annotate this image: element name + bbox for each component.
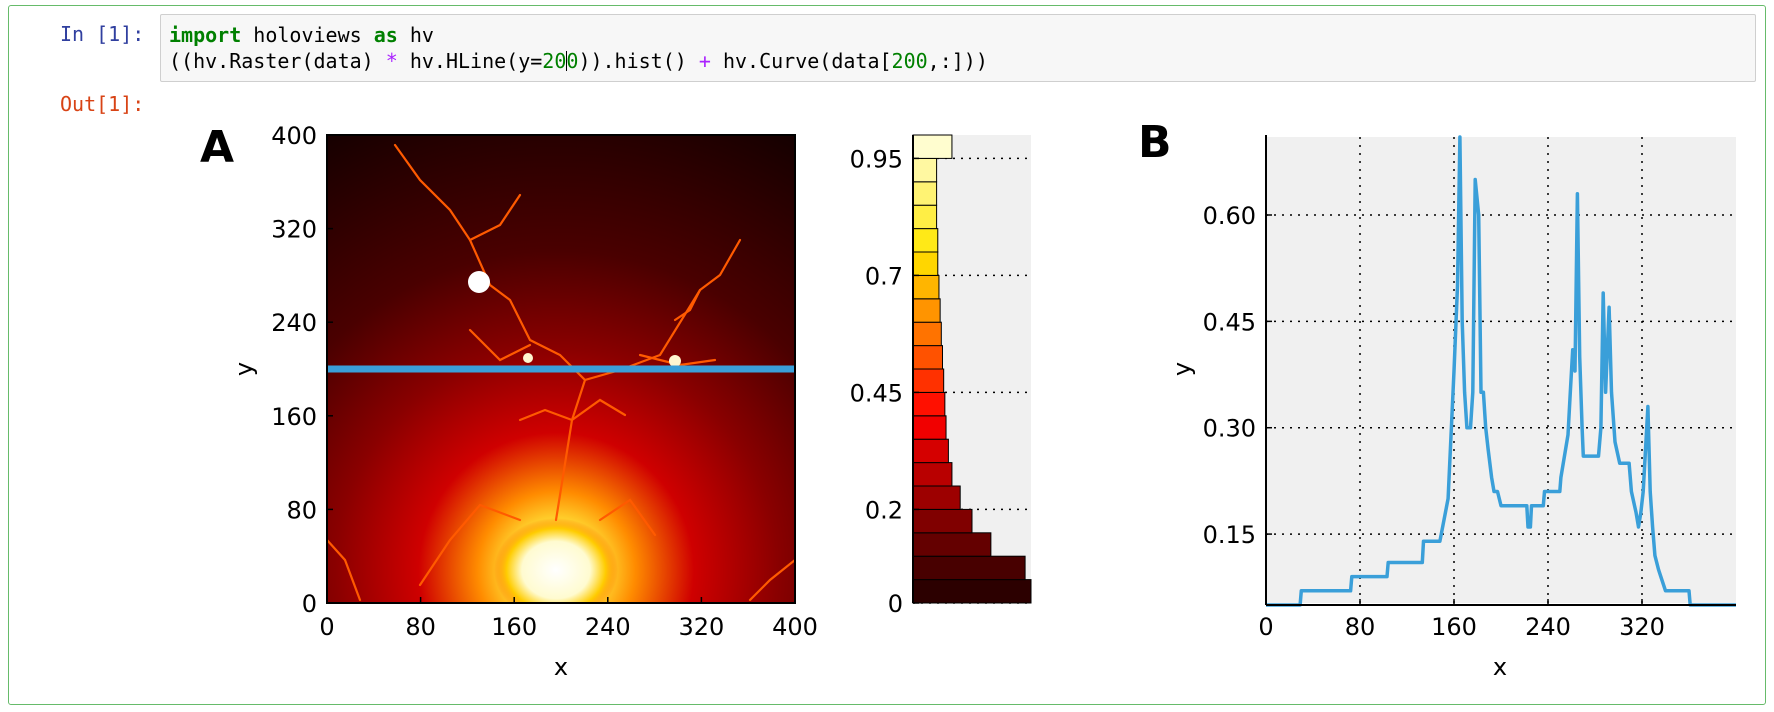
curve-x-tick-label: 0 [1258,613,1273,641]
hist-bar [912,485,961,510]
hist-tick-label: 0 [888,590,903,618]
hist-bar [912,298,941,323]
code-line-2: ((hv.Raster(data) * hv.HLine(y=200)).his… [169,49,988,73]
fractal-filaments [327,143,795,602]
hist-bar [912,438,949,464]
panel-label-b: B [1138,117,1172,168]
y-tick-label: 160 [271,403,317,431]
mini-bulb [669,355,681,367]
hist-bar [912,134,953,159]
x-tick-label: 400 [772,613,818,641]
x-tick-label: 320 [678,613,724,641]
hist-tick-label: 0.7 [865,262,903,290]
y-tick-label: 400 [271,122,317,150]
code-token: hv.Curve(data[ [710,49,892,73]
raster-axes: 0 80 160 240 320 400 0 80 160 240 320 400 [271,122,818,641]
hist-bar [912,391,946,417]
raster-bulb [494,518,618,603]
hist-bar [912,321,942,347]
hist-bar [912,415,947,440]
code-token: ,:])) [927,49,988,73]
hist-bar [912,345,943,370]
hist-tick-label: 0.2 [865,496,903,524]
code-token: hv.HLine(y= [397,49,543,73]
curve-xlabel: x [1493,653,1507,681]
curve-y-tick-label: 0.45 [1203,308,1256,336]
curve-ylabel: y [1168,362,1196,376]
hist-bar [912,181,938,206]
y-tick-label: 240 [271,309,317,337]
curve-axes: 0 80 160 240 320 0.15 0.30 0.45 0.60 [1203,202,1665,641]
histogram-bars [912,134,1032,604]
mini-bulb [523,353,533,363]
hist-bar [912,368,945,393]
raster-plot [327,135,795,603]
curve-x-tick-label: 320 [1619,613,1665,641]
hist-bar [912,555,1026,581]
curve-x-tick-label: 80 [1345,613,1376,641]
raster-ylabel: y [230,362,258,376]
code-number: 20 [542,49,567,73]
histogram-axes: 0 0.2 0.45 0.7 0.95 [850,145,919,618]
raster-xlabel: x [554,653,568,681]
hist-bar [912,274,940,300]
code-module: holoviews [241,23,374,47]
y-tick-label: 0 [302,590,317,618]
hist-tick-label: 0.45 [850,379,903,407]
x-tick-label: 80 [405,613,436,641]
code-editor[interactable]: import holoviews as hv ((hv.Raster(data)… [160,14,1756,82]
curve-x-tick-label: 240 [1525,613,1571,641]
curve-axes-bg [1266,137,1736,603]
y-tick-label: 320 [271,216,317,244]
panel-label-a: A [200,122,234,173]
out-prompt: Out[1]: [60,92,145,116]
code-token: ((hv.Raster(data) [169,49,386,73]
code-operator-add: + [698,49,711,73]
in-prompt: In [1]: [60,22,145,46]
code-keyword-import: import [169,23,242,47]
hist-bar [912,532,992,557]
hist-bar [912,157,938,183]
hist-bar [912,462,953,487]
curve-y-tick-label: 0.15 [1203,521,1256,549]
code-keyword-as: as [373,23,398,47]
hist-bar [912,204,938,230]
hist-bar [912,228,939,253]
code-number: 200 [891,49,928,73]
curve-x-tick-label: 160 [1431,613,1477,641]
hist-bar [912,508,973,534]
code-alias: hv [397,23,434,47]
hist-bar [912,579,1032,604]
code-number: 0 [566,49,579,73]
y-tick-label: 80 [286,496,317,524]
text-cursor [565,51,567,71]
code-line-1: import holoviews as hv [169,23,434,47]
code-operator-mul: * [385,49,398,73]
curve-series-line [1266,135,1736,607]
hist-tick-label: 0.95 [850,145,903,173]
output-cell [8,5,1766,705]
curve-y-tick-label: 0.30 [1203,415,1256,443]
x-tick-label: 0 [319,613,334,641]
code-token: )).hist() [578,49,699,73]
raster-frame [326,134,796,604]
curve-y-tick-label: 0.60 [1203,202,1256,230]
mini-bulb [468,271,490,293]
hist-bar [912,251,939,276]
x-tick-label: 160 [491,613,537,641]
x-tick-label: 240 [585,613,631,641]
